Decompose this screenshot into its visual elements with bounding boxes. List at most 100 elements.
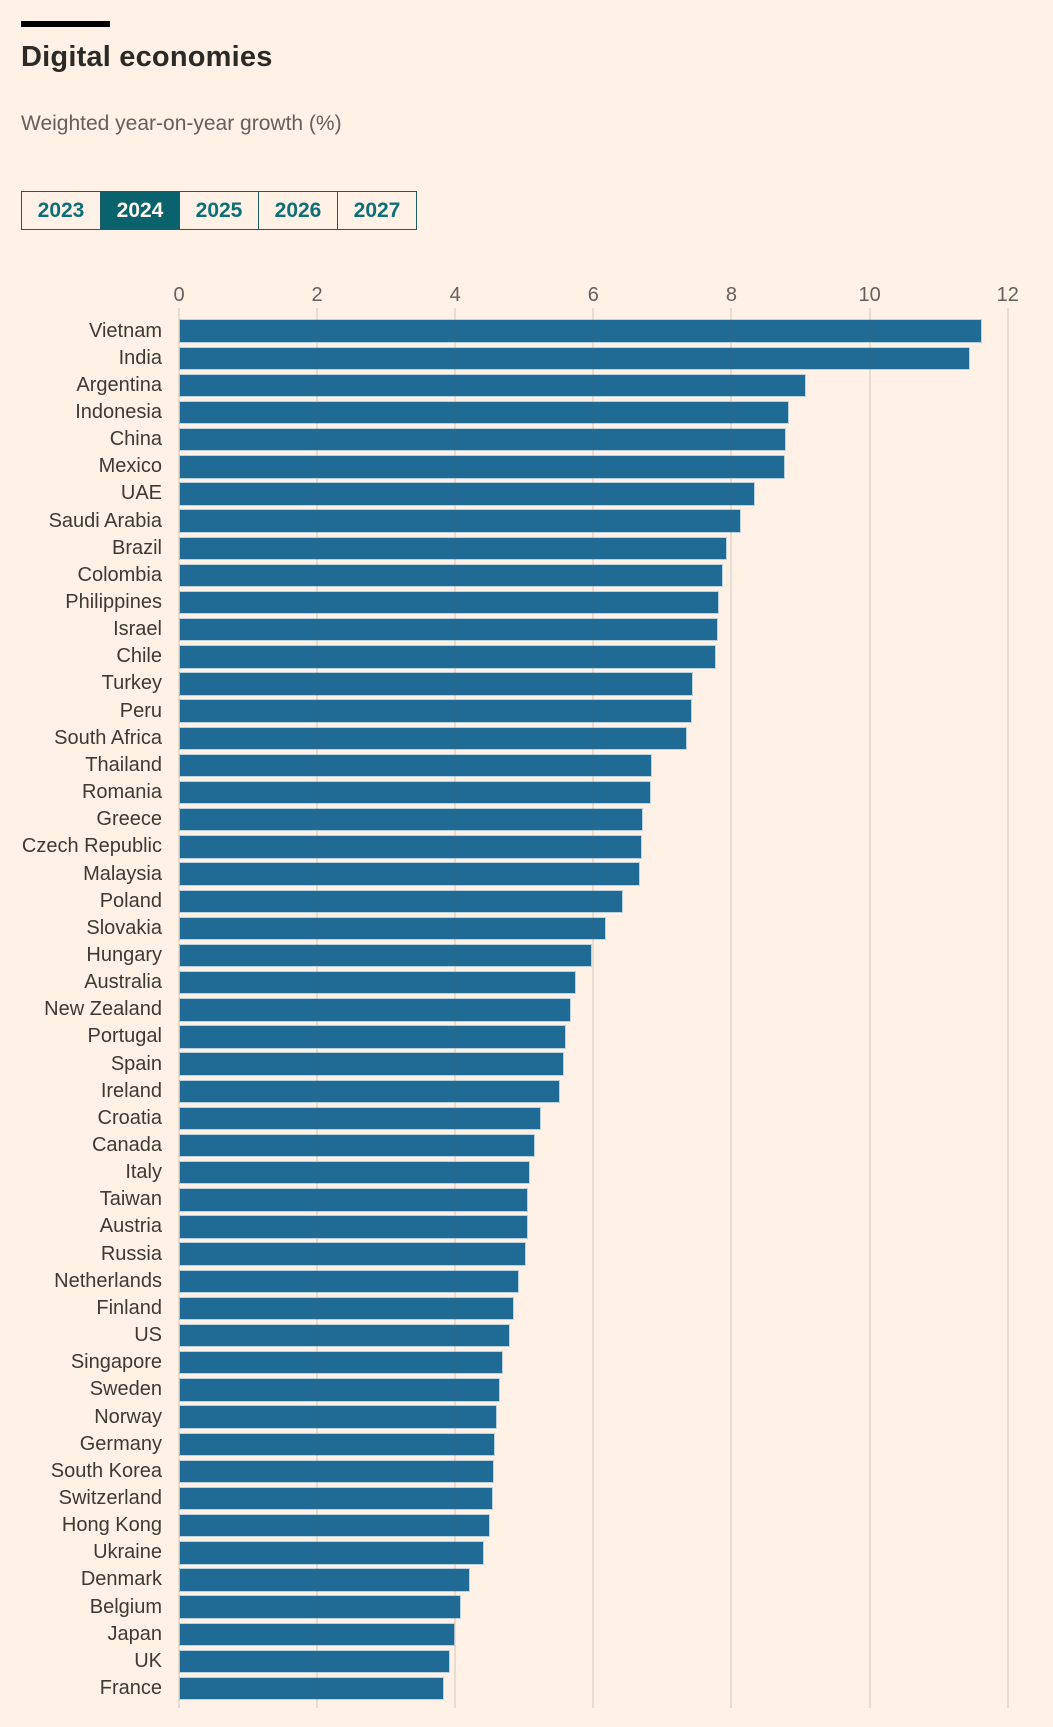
category-label: Finland [96, 1296, 162, 1319]
category-label: Portugal [87, 1025, 163, 1048]
category-label: Russia [100, 1242, 162, 1265]
gridline [868, 308, 871, 1708]
bar [179, 645, 717, 669]
category-label: New Zealand [44, 998, 162, 1021]
bar [179, 1052, 564, 1076]
bar [179, 916, 607, 941]
category-label: Brazil [111, 536, 162, 559]
bar [179, 427, 787, 452]
category-label: Czech Republic [21, 835, 162, 858]
bar [179, 808, 644, 832]
category-label: Spain [110, 1052, 162, 1075]
bar [179, 1161, 530, 1185]
category-label: Taiwan [99, 1188, 162, 1211]
bar [179, 1541, 485, 1565]
bar [179, 726, 688, 751]
bar [179, 1323, 511, 1348]
category-label: Hungary [86, 943, 162, 966]
bar [179, 618, 718, 642]
bar [179, 1459, 494, 1484]
bar [179, 373, 807, 398]
category-label: Norway [94, 1405, 162, 1428]
x-tick-label: 8 [725, 284, 738, 306]
category-label: Ireland [100, 1079, 162, 1102]
category-label: Saudi Arabia [48, 509, 162, 532]
x-tick-label: 12 [996, 284, 1019, 306]
bar [179, 455, 785, 479]
bar [179, 1079, 561, 1103]
category-label: Australia [84, 971, 162, 994]
category-label: Japan [107, 1622, 163, 1645]
category-label: Mexico [98, 455, 162, 478]
bar [179, 1296, 514, 1321]
bar [179, 753, 653, 778]
bar [179, 1106, 541, 1131]
bar [179, 1405, 498, 1429]
x-tick-label: 4 [449, 284, 461, 306]
year-tabs: 2023 2024 2025 2026 2027 [21, 191, 417, 230]
category-label: Ukraine [93, 1541, 162, 1564]
bar [179, 1649, 451, 1674]
category-label: Malaysia [83, 862, 162, 885]
bar [179, 1676, 445, 1701]
bar [179, 862, 640, 886]
category-label: Italy [125, 1161, 162, 1184]
chart-subtitle: Weighted year-on-year growth (%) [21, 112, 342, 135]
category-label: Germany [79, 1432, 162, 1455]
category-label: US [134, 1324, 162, 1347]
bar [179, 1432, 496, 1456]
category-label: South Africa [54, 726, 162, 749]
bar [179, 482, 755, 506]
bar [179, 943, 592, 968]
x-tick-label: 6 [587, 284, 599, 306]
category-label: UAE [120, 482, 162, 505]
bar [179, 590, 720, 615]
category-label: Philippines [65, 591, 162, 613]
gridline [1006, 308, 1009, 1708]
category-label: UK [134, 1649, 162, 1672]
category-label: Sweden [89, 1378, 162, 1401]
category-label: Indonesia [75, 400, 162, 423]
category-label: Hong Kong [61, 1514, 162, 1537]
bar [179, 1513, 490, 1538]
category-label: Switzerland [58, 1486, 162, 1509]
bar [179, 1133, 536, 1158]
category-label: Croatia [97, 1106, 162, 1129]
bar [179, 563, 723, 588]
bar [179, 835, 642, 859]
bar [179, 1568, 470, 1592]
category-label: Vietnam [88, 319, 162, 342]
category-label: Greece [96, 808, 162, 831]
category-label: China [109, 428, 162, 451]
bar [179, 970, 577, 995]
category-label: Israel [113, 618, 162, 641]
bar [179, 1378, 501, 1402]
x-tick-label: 2 [311, 284, 323, 306]
tab-2024[interactable]: 2024 [100, 191, 180, 230]
x-tick-label: 0 [173, 284, 185, 306]
category-label: Singapore [70, 1351, 162, 1374]
bar [179, 672, 694, 696]
bar [179, 889, 624, 913]
bar [179, 319, 983, 343]
bar [179, 1025, 567, 1049]
bar [179, 1215, 528, 1239]
bar [179, 699, 693, 723]
bar [179, 509, 742, 533]
category-label: India [118, 346, 162, 369]
category-label: France [99, 1677, 162, 1699]
category-label: Poland [99, 889, 162, 912]
category-label: Thailand [85, 753, 162, 776]
bar [179, 780, 651, 805]
tab-2027[interactable]: 2027 [337, 191, 417, 230]
category-label: Argentina [76, 373, 162, 396]
x-tick-label: 10 [858, 284, 881, 306]
category-label: Austria [99, 1215, 162, 1238]
bar [179, 1351, 503, 1375]
bar [179, 346, 971, 370]
bar [179, 400, 790, 425]
page-title: Digital economies [21, 41, 273, 73]
bar [179, 998, 572, 1022]
bar [179, 1486, 493, 1511]
